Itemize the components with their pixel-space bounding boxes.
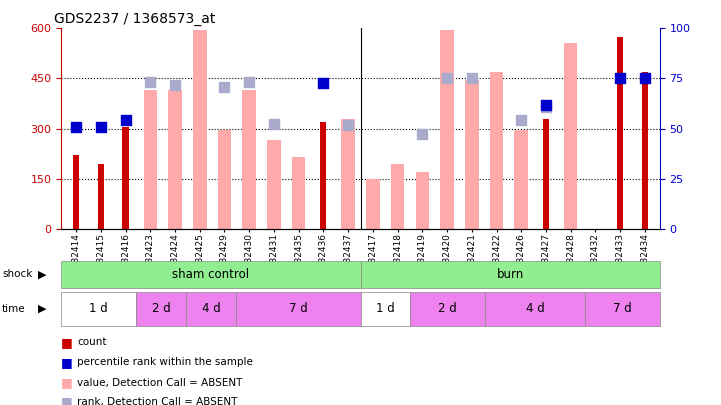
Point <box>71 124 82 130</box>
Text: 2 d: 2 d <box>438 302 457 315</box>
Text: ▶: ▶ <box>37 269 46 279</box>
Point <box>516 117 527 124</box>
Bar <box>98 164 104 229</box>
Point <box>244 79 255 85</box>
Point <box>120 117 131 124</box>
Bar <box>360 292 410 326</box>
Bar <box>193 30 206 229</box>
Text: shock: shock <box>2 269 32 279</box>
Text: burn: burn <box>497 268 523 281</box>
Bar <box>391 164 404 229</box>
Bar <box>585 292 660 326</box>
Bar <box>143 90 157 229</box>
Bar <box>415 172 429 229</box>
Text: 4 d: 4 d <box>201 302 221 315</box>
Point <box>417 130 428 137</box>
Text: GDS2237 / 1368573_at: GDS2237 / 1368573_at <box>54 12 216 26</box>
Bar <box>485 292 585 326</box>
Point <box>218 83 230 90</box>
Bar <box>186 292 236 326</box>
Bar <box>543 119 549 229</box>
Bar <box>465 80 479 229</box>
Text: time: time <box>2 304 26 314</box>
Text: count: count <box>77 337 107 347</box>
Text: rank, Detection Call = ABSENT: rank, Detection Call = ABSENT <box>77 397 237 405</box>
Bar <box>564 43 578 229</box>
Point <box>268 120 280 127</box>
Bar <box>218 130 231 229</box>
Text: value, Detection Call = ABSENT: value, Detection Call = ABSENT <box>77 378 242 388</box>
Text: 4 d: 4 d <box>526 302 544 315</box>
Point <box>639 75 650 82</box>
Text: ■: ■ <box>61 356 73 369</box>
Point <box>614 75 626 82</box>
Text: 7 d: 7 d <box>289 302 308 315</box>
Text: ■: ■ <box>61 336 73 349</box>
Text: ■: ■ <box>61 395 73 405</box>
Bar <box>267 140 280 229</box>
Text: 7 d: 7 d <box>613 302 632 315</box>
Point <box>318 80 329 87</box>
Point <box>95 124 107 130</box>
Bar <box>168 90 182 229</box>
Point <box>169 82 181 88</box>
Text: sham control: sham control <box>172 268 249 281</box>
Bar <box>242 90 256 229</box>
Bar <box>410 292 485 326</box>
Point <box>441 75 453 82</box>
Bar <box>136 292 186 326</box>
Text: ■: ■ <box>61 376 73 389</box>
Bar <box>61 292 136 326</box>
Bar <box>490 72 503 229</box>
Bar <box>61 261 360 288</box>
Point <box>540 102 552 109</box>
Point <box>342 122 354 128</box>
Point <box>466 75 477 82</box>
Text: 1 d: 1 d <box>376 302 395 315</box>
Bar <box>341 119 355 229</box>
Bar <box>292 157 306 229</box>
Point <box>540 104 552 110</box>
Bar <box>320 122 327 229</box>
Bar <box>123 127 128 229</box>
Point <box>144 79 156 85</box>
Bar <box>73 155 79 229</box>
Text: 1 d: 1 d <box>89 302 108 315</box>
Bar <box>441 30 454 229</box>
Text: 2 d: 2 d <box>151 302 170 315</box>
Text: percentile rank within the sample: percentile rank within the sample <box>77 358 253 367</box>
Bar <box>366 179 380 229</box>
Bar <box>236 292 360 326</box>
Bar <box>642 72 648 229</box>
Bar <box>617 37 623 229</box>
Bar <box>515 130 528 229</box>
Text: ▶: ▶ <box>37 304 46 314</box>
Bar <box>360 261 660 288</box>
